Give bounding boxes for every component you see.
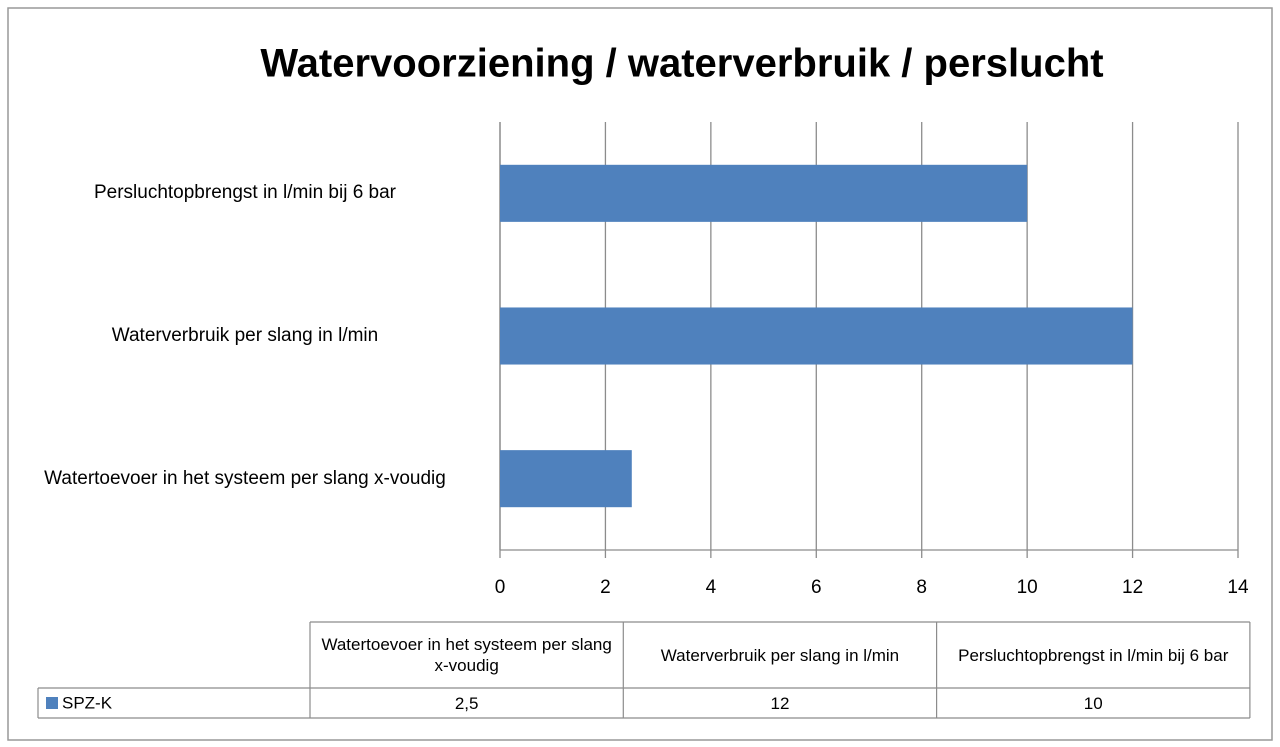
x-tick-label: 2 xyxy=(600,577,611,598)
x-tick-label: 6 xyxy=(811,577,822,598)
y-tick-label: Persluchtopbrengst in l/min bij 6 bar xyxy=(93,182,397,204)
table-header: Persluchtopbrengst in l/min bij 6 bar xyxy=(958,645,1229,665)
table-header: Watertoevoer in het systeem per slang x-… xyxy=(321,635,612,675)
y-tick-label: Waterverbruik per slang in l/min xyxy=(111,325,379,346)
legend-label: SPZ-K xyxy=(62,693,113,712)
x-tick-label: 0 xyxy=(495,577,506,598)
x-tick-label: 8 xyxy=(916,577,927,598)
bar xyxy=(500,164,1028,222)
bar xyxy=(500,450,632,508)
x-tick-label: 14 xyxy=(1227,577,1249,598)
chart-title: Watervoorziening / waterverbruik / persl… xyxy=(260,42,1103,86)
table-header: Waterverbruik per slang in l/min xyxy=(660,645,900,665)
x-tick-label: 12 xyxy=(1122,577,1143,598)
legend-swatch xyxy=(46,697,58,709)
table-value: 10 xyxy=(1083,693,1103,713)
chart-border xyxy=(7,7,1273,741)
x-tick-label: 4 xyxy=(706,577,717,598)
bar xyxy=(500,307,1133,365)
table-value: 12 xyxy=(770,693,790,713)
table-value: 2,5 xyxy=(454,693,479,713)
x-tick-label: 10 xyxy=(1017,577,1038,598)
y-tick-label: Watertoevoer in het systeem per slang x-… xyxy=(44,467,446,489)
